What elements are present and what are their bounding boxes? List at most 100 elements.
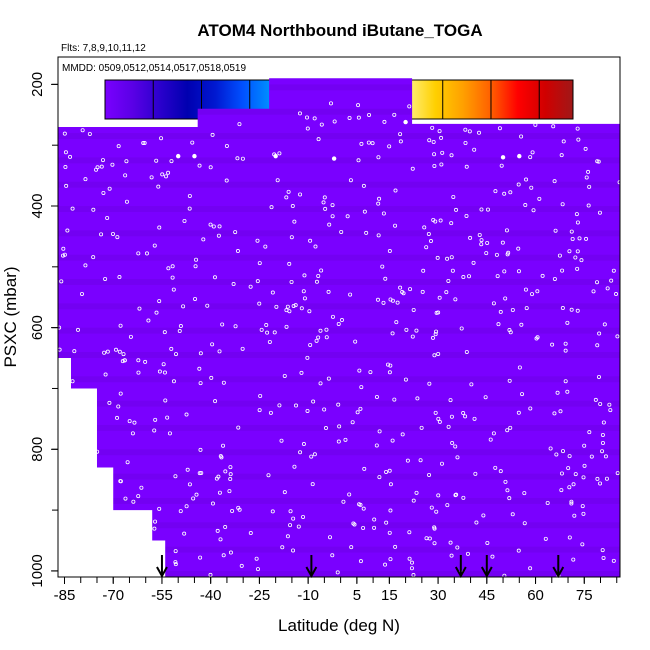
sample-point [70,206,75,211]
sample-point [326,289,331,294]
sample-point [464,164,469,169]
sample-point [269,205,274,210]
sample-point [461,411,466,416]
sample-point [284,324,289,329]
sample-point [496,322,501,327]
sample-point [319,268,324,273]
sample-point [339,318,344,323]
sample-point [387,249,392,254]
sample-point [280,545,285,550]
sample-point [566,466,571,471]
sample-point [190,140,195,145]
sample-point [130,431,135,436]
sample-point [444,290,449,295]
sample-point [439,461,444,466]
sample-point [361,526,366,531]
sample-point [435,255,440,260]
sample-point [310,482,315,487]
sample-point [301,289,306,294]
sample-point [124,159,129,164]
sample-point [477,130,482,135]
sample-point [209,375,214,380]
sample-point [268,410,273,415]
sample-point [259,327,264,332]
sample-point [187,193,192,198]
sample-point [535,289,540,294]
sample-point [156,184,161,189]
sample-point [178,509,183,514]
sample-point [181,304,186,309]
sample-point [308,342,313,347]
sample-point [459,326,464,331]
sample-point [359,385,364,390]
heatmap-band [58,278,620,285]
sample-point [560,268,565,273]
sample-point [485,207,490,212]
sample-point [516,246,521,251]
sample-point [157,299,162,304]
sample-point [356,103,361,108]
sample-point [299,306,304,311]
sample-point [293,303,298,308]
sample-point [347,115,352,120]
sample-point [142,140,147,145]
sample-point [255,238,260,243]
sample-point [388,297,393,302]
sample-point [436,351,441,356]
x-tick-label: -85 [54,587,76,604]
sample-point [197,471,202,476]
sample-point [491,301,496,306]
sample-point [587,184,592,189]
sample-point [157,225,162,230]
sample-point [161,362,166,367]
sample-point [169,346,174,351]
sample-point [608,408,613,413]
sample-point [255,279,260,284]
sample-point [277,403,282,408]
sample-point [483,395,488,400]
sample-point [298,192,303,197]
sample-point [227,489,232,494]
sample-point [339,229,344,234]
sample-points [57,101,622,579]
sample-point [495,274,500,279]
sample-point [356,115,361,120]
sample-point [427,472,432,477]
sample-point [193,296,198,301]
sample-point [463,127,468,132]
sample-point [519,134,524,139]
sample-point [506,250,511,255]
sample-point [429,505,434,510]
sample-point [393,223,398,228]
y-axis-label: PSXC (mbar) [1,266,20,367]
sample-point [573,472,578,477]
sample-point [364,230,369,235]
sample-point [349,545,354,550]
sample-point [61,246,66,251]
sample-point [375,297,380,302]
sample-point [116,404,121,409]
sample-point [409,566,414,571]
sample-point [192,153,197,159]
sample-point [87,131,92,136]
sample-point [327,222,332,227]
sample-point [469,382,474,387]
sample-point [393,544,398,549]
sample-point [587,430,592,435]
sample-point [63,150,68,155]
sample-point [548,446,553,451]
sample-point [491,431,496,436]
sample-point [153,519,158,524]
sample-point [410,166,415,171]
sample-point [614,292,619,297]
sample-point [197,163,202,168]
sample-point [336,439,341,444]
sample-point [210,132,215,137]
sample-point [390,438,395,443]
sample-point [157,369,162,374]
sample-point [449,255,454,260]
sample-point [312,116,317,121]
sample-point [407,104,412,109]
sample-point [563,341,568,346]
sample-point [221,553,226,558]
